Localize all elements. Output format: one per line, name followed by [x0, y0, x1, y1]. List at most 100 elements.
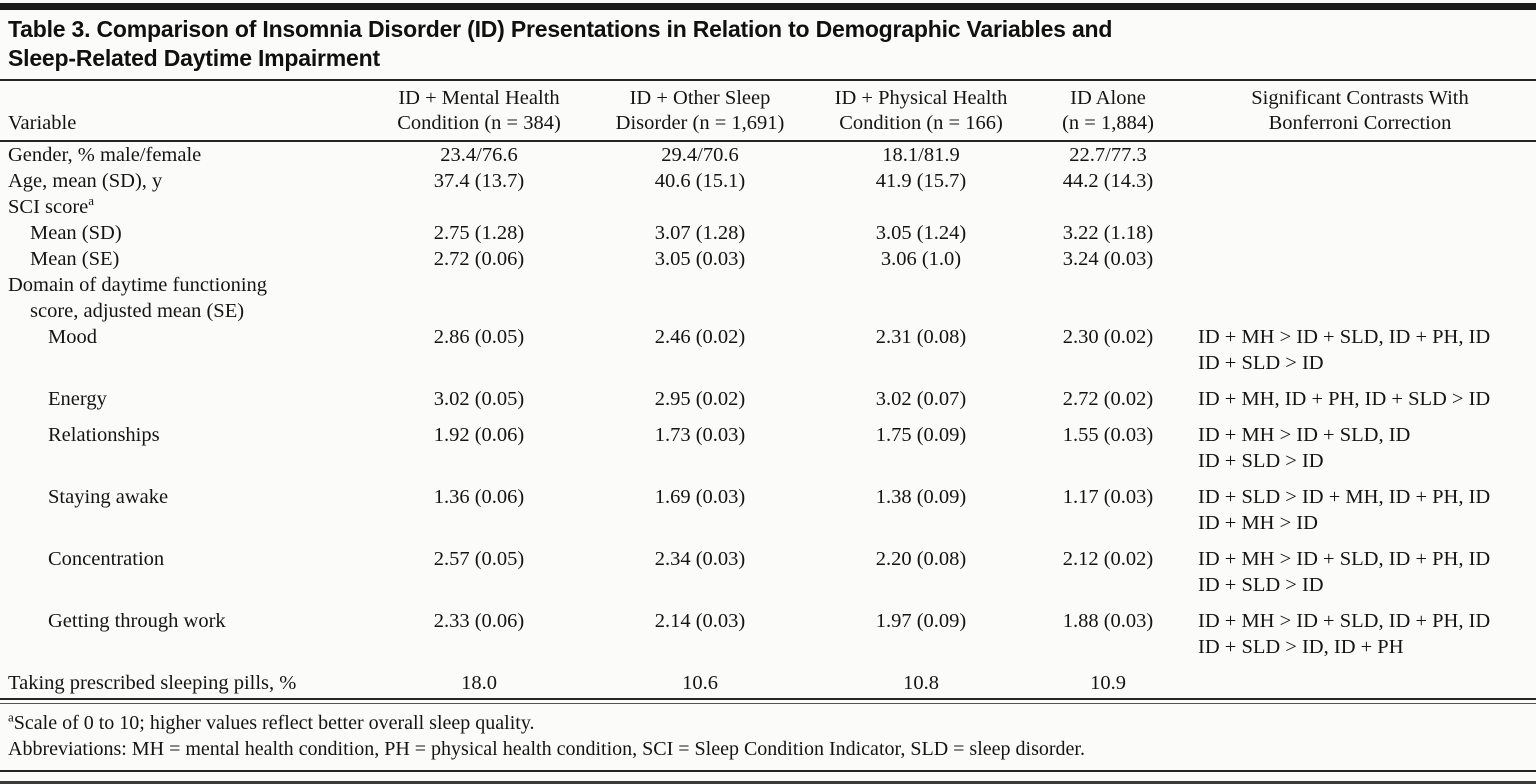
row-label-line: Staying awake — [48, 486, 169, 509]
table-row: Mean (SD) 2.75 (1.28) 3.07 (1.28) 3.05 (1.2… — [0, 220, 1536, 246]
cell-value — [810, 272, 1032, 324]
cell-value — [590, 194, 810, 220]
header-line: Disorder (n = 1,691) — [615, 112, 785, 135]
row-label: Relationships — [0, 422, 368, 484]
header-cell-variable: Variable — [0, 81, 368, 143]
cell-value: 3.05 (0.03) — [654, 248, 746, 271]
contrast-cell — [1184, 141, 1536, 168]
row-label-line: Energy — [48, 388, 107, 411]
header-cell-id-physical-health: ID + Physical Health Condition (n = 166) — [810, 81, 1032, 143]
header-cell-contrasts: Significant Contrasts With Bonferroni Cor… — [1184, 81, 1536, 143]
table-row: Domain of daytime functioning score, adju… — [0, 272, 1536, 324]
cell-value: 2.72 (0.06) — [433, 248, 525, 271]
header-line: Significant Contrasts With — [1251, 87, 1469, 110]
cell-value: 2.30 (0.02) — [1062, 326, 1154, 349]
contrast-cell — [1184, 168, 1536, 194]
row-label-line: score, adjusted mean (SE) — [30, 300, 245, 323]
cell-value: 3.06 (1.0) — [880, 248, 962, 271]
body-footnote-divider-rule — [0, 698, 1536, 705]
table-header: Variable ID + Mental Health Condition (n =… — [0, 81, 1536, 143]
cell-value: 2.75 (1.28) — [433, 222, 525, 245]
cell-value: 1.38 (0.09) — [875, 486, 967, 509]
cell-value: 2.86 (0.05) — [433, 326, 525, 349]
table-body: Gender, % male/female 23.4/76.6 29.4/70.6 1… — [0, 141, 1536, 696]
cell-value: 1.36 (0.06) — [433, 486, 525, 509]
cell-value: 3.22 (1.18) — [1062, 222, 1154, 245]
row-label: Domain of daytime functioning score, adju… — [0, 272, 368, 324]
cell-value: 2.46 (0.02) — [654, 326, 746, 349]
contrast-line: ID + MH > ID + SLD, ID + PH, ID — [1198, 548, 1491, 571]
header-row: Variable ID + Mental Health Condition (n =… — [0, 81, 1536, 143]
cell-value: 1.17 (0.03) — [1062, 486, 1154, 509]
cell-value: 18.0 — [461, 672, 497, 695]
cell-value: 1.88 (0.03) — [1062, 610, 1154, 633]
cell-value: 2.95 (0.02) — [654, 388, 746, 411]
contrast-line: ID + SLD > ID — [1198, 450, 1324, 473]
contrast-cell: ID + MH, ID + PH, ID + SLD > ID — [1184, 386, 1536, 422]
cell-value: 22.7/77.3 — [1069, 144, 1147, 167]
header-cell-id-alone: ID Alone (n = 1,884) — [1032, 81, 1184, 143]
table-row: Taking prescribed sleeping pills, % 18.0 1… — [0, 670, 1536, 696]
contrast-cell: ID + MH > ID + SLD, ID + PH, ID ID + SLD … — [1184, 546, 1536, 608]
row-label: Energy — [0, 386, 368, 422]
footnote-a-text: Scale of 0 to 10; higher values reflect … — [13, 712, 535, 735]
contrast-line: ID + SLD > ID — [1198, 574, 1324, 597]
contrast-cell — [1184, 272, 1536, 324]
row-label: Mean (SE) — [0, 246, 368, 272]
contrast-line: ID + MH, ID + PH, ID + SLD > ID — [1198, 388, 1491, 411]
header-line: ID + Other Sleep — [629, 87, 771, 110]
table-row: Mood 2.86 (0.05) 2.46 (0.02) 2.31 (0.08) 2.3… — [0, 324, 1536, 386]
cell-value — [1032, 194, 1184, 220]
header-line: Bonferroni Correction — [1268, 112, 1452, 135]
cell-value: 2.14 (0.03) — [654, 610, 746, 633]
contrast-cell: ID + SLD > ID + MH, ID + PH, ID ID + MH >… — [1184, 484, 1536, 546]
cell-value: 2.31 (0.08) — [875, 326, 967, 349]
header-cell-id-other-sleep: ID + Other Sleep Disorder (n = 1,691) — [590, 81, 810, 143]
row-label: Staying awake — [0, 484, 368, 546]
cell-value: 3.02 (0.07) — [875, 388, 967, 411]
cell-value: 2.12 (0.02) — [1062, 548, 1154, 571]
contrast-cell — [1184, 246, 1536, 272]
cell-value — [810, 194, 1032, 220]
cell-value: 37.4 (13.7) — [433, 170, 525, 193]
contrast-line: ID + SLD > ID, ID + PH — [1198, 636, 1404, 659]
row-label: Concentration — [0, 546, 368, 608]
contrast-cell — [1184, 194, 1536, 220]
cell-value: 23.4/76.6 — [440, 144, 518, 167]
row-label: Gender, % male/female — [0, 141, 368, 168]
row-label: Age, mean (SD), y — [0, 168, 368, 194]
footnote-a-marker: a — [8, 709, 14, 725]
cell-value: 3.02 (0.05) — [433, 388, 525, 411]
row-label: Mean (SD) — [0, 220, 368, 246]
contrast-line: ID + MH > ID — [1198, 512, 1318, 535]
contrast-line: ID + MH > ID + SLD, ID — [1198, 424, 1411, 447]
row-footnote-marker: a — [88, 193, 95, 209]
row-label-line: Relationships — [48, 424, 160, 447]
cell-value: 3.07 (1.28) — [654, 222, 746, 245]
cell-value: 29.4/70.6 — [661, 144, 739, 167]
header-line: ID + Mental Health — [398, 87, 560, 110]
cell-value: 1.92 (0.06) — [433, 424, 525, 447]
header-cell-id-mental-health: ID + Mental Health Condition (n = 384) — [368, 81, 590, 143]
table-row: Relationships 1.92 (0.06) 1.73 (0.03) 1.75 … — [0, 422, 1536, 484]
row-label-line: Mean (SD) — [30, 222, 122, 245]
table-row: Gender, % male/female 23.4/76.6 29.4/70.6 1… — [0, 141, 1536, 168]
header-line: Condition (n = 384) — [397, 112, 561, 135]
row-label-line: Mood — [48, 326, 97, 349]
table-title-line1: Table 3. Comparison of Insomnia Disorder… — [8, 16, 1113, 42]
table-row: Getting through work 2.33 (0.06) 2.14 (0.0… — [0, 608, 1536, 670]
cell-value — [1032, 272, 1184, 324]
cell-value — [368, 194, 590, 220]
table-row: Energy 3.02 (0.05) 2.95 (0.02) 3.02 (0.07) 2… — [0, 386, 1536, 422]
contrast-cell: ID + MH > ID + SLD, ID + PH, ID ID + SLD … — [1184, 608, 1536, 670]
contrast-line: ID + MH > ID + SLD, ID + PH, ID — [1198, 326, 1491, 349]
cell-value: 2.34 (0.03) — [654, 548, 746, 571]
row-label-line: Mean (SE) — [30, 248, 120, 271]
header-line: Variable — [8, 112, 77, 135]
row-label: Taking prescribed sleeping pills, % — [0, 670, 368, 696]
row-label-line: SCI scorea — [8, 193, 95, 219]
cell-value: 2.33 (0.06) — [433, 610, 525, 633]
contrast-cell: ID + MH > ID + SLD, ID ID + SLD > ID — [1184, 422, 1536, 484]
cell-value: 2.57 (0.05) — [433, 548, 525, 571]
table-row: Age, mean (SD), y 37.4 (13.7) 40.6 (15.1) 4… — [0, 168, 1536, 194]
